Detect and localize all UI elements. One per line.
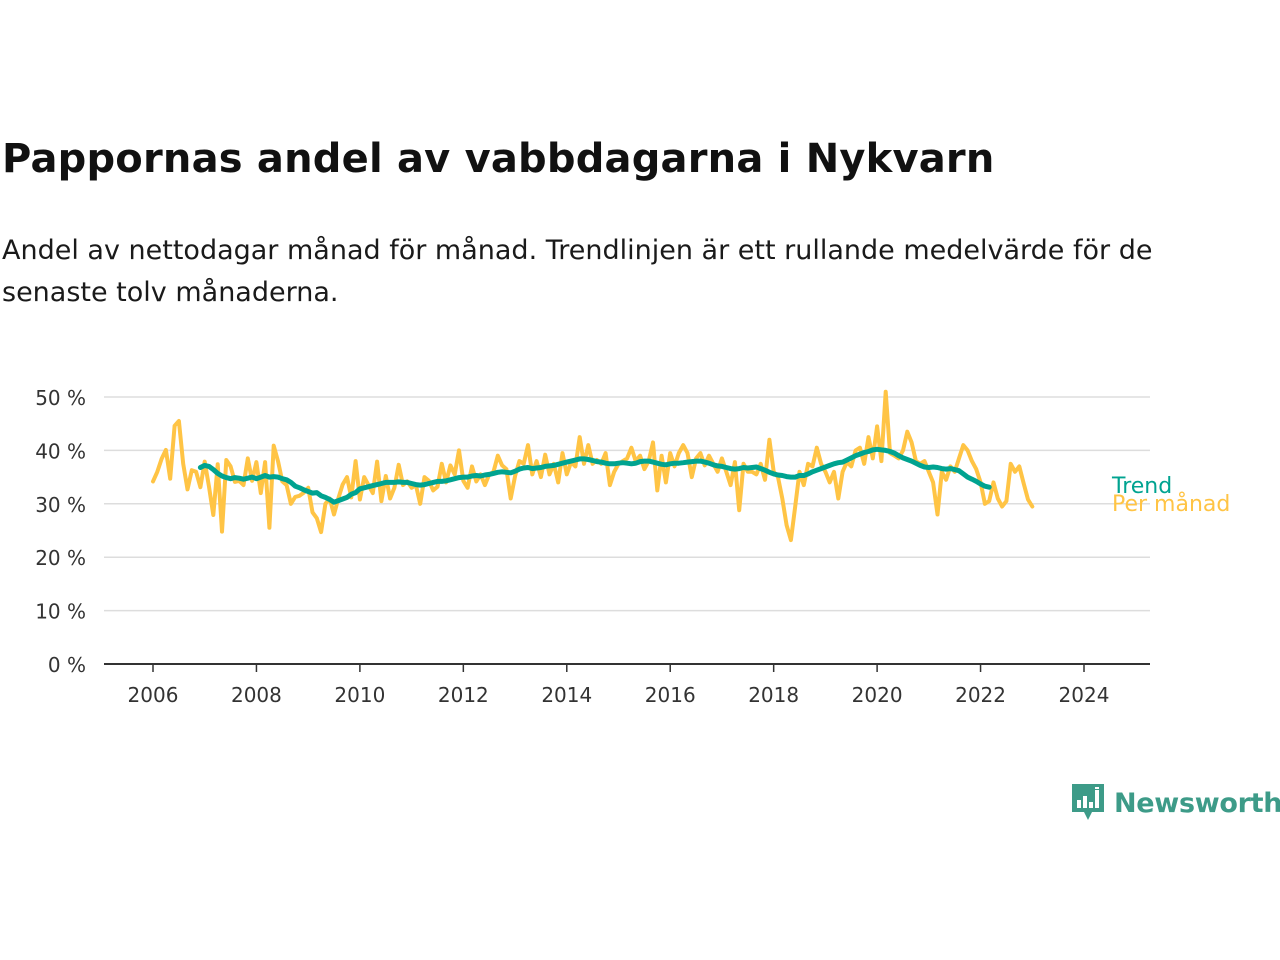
y-axis-tick-labels: 0 % 10 % 20 % 30 % 40 % 50 %	[35, 386, 86, 677]
series-label-per-manad: Per månad	[1112, 491, 1230, 517]
x-tick-label: 2018	[748, 683, 799, 707]
data-series	[151, 389, 1035, 543]
newsworthy-bar-chart-icon	[1072, 784, 1104, 820]
series-line-per-manad	[151, 389, 1035, 543]
x-tick-label: 2006	[128, 683, 179, 707]
x-axis: 2006 2008 2010 2012 2014 2016 2018 2020 2022 2024	[104, 663, 1150, 707]
x-tick-label: 2016	[645, 683, 696, 707]
series-line-trend	[197, 446, 992, 505]
gridlines	[104, 396, 1150, 612]
y-tick-label: 30 %	[35, 493, 86, 517]
y-tick-label: 0 %	[48, 653, 86, 677]
x-tick-label: 2012	[438, 683, 489, 707]
y-tick-label: 50 %	[35, 386, 86, 410]
x-tick-label: 2022	[955, 683, 1006, 707]
series-label-trend: Trend	[1111, 474, 1172, 499]
x-tick-label: 2008	[231, 683, 282, 707]
x-tick-label: 2024	[1059, 683, 1110, 707]
x-tick-label: 2020	[852, 683, 903, 707]
newsworthy-logo: Newsworthy	[1070, 782, 1280, 824]
y-tick-label: 10 %	[35, 600, 86, 624]
logo-wordmark: Newsworthy	[1114, 787, 1280, 819]
x-tick-label: 2014	[541, 683, 592, 707]
chart-subtitle: Andel av nettodagar månad för månad. Tre…	[2, 235, 1153, 308]
y-tick-label: 40 %	[35, 439, 86, 463]
chart-title: Pappornas andel av vabbdagarna i Nykvarn	[2, 136, 995, 182]
x-tick-label: 2010	[334, 683, 385, 707]
y-tick-label: 20 %	[35, 546, 86, 570]
